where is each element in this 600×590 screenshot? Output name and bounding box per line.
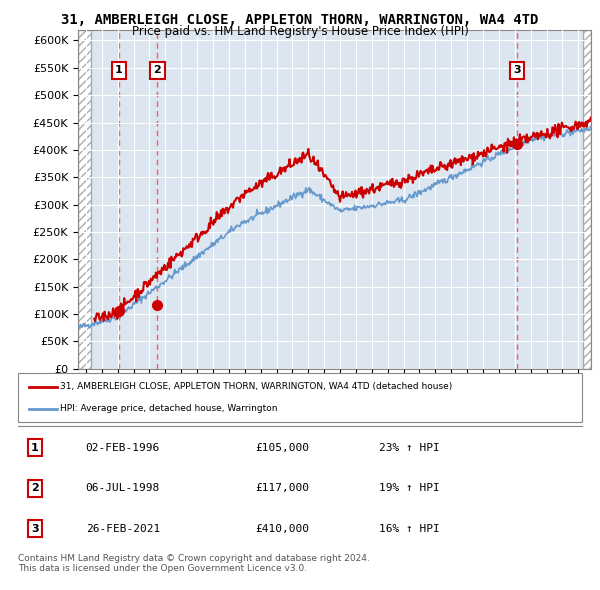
- Text: 3: 3: [31, 524, 39, 534]
- Text: £105,000: £105,000: [255, 442, 309, 453]
- Text: 2: 2: [154, 65, 161, 75]
- Text: 1: 1: [115, 65, 123, 75]
- Text: 16% ↑ HPI: 16% ↑ HPI: [379, 524, 440, 534]
- Bar: [583, 30, 591, 369]
- Text: 19% ↑ HPI: 19% ↑ HPI: [379, 483, 440, 493]
- Text: £410,000: £410,000: [255, 524, 309, 534]
- Text: Contains HM Land Registry data © Crown copyright and database right 2024.
This d: Contains HM Land Registry data © Crown c…: [18, 554, 370, 573]
- Text: 26-FEB-2021: 26-FEB-2021: [86, 524, 160, 534]
- Text: 31, AMBERLEIGH CLOSE, APPLETON THORN, WARRINGTON, WA4 4TD: 31, AMBERLEIGH CLOSE, APPLETON THORN, WA…: [61, 13, 539, 27]
- Text: 02-FEB-1996: 02-FEB-1996: [86, 442, 160, 453]
- Text: 2: 2: [31, 483, 39, 493]
- Text: 23% ↑ HPI: 23% ↑ HPI: [379, 442, 440, 453]
- Text: £117,000: £117,000: [255, 483, 309, 493]
- Text: 1: 1: [31, 442, 39, 453]
- Text: Price paid vs. HM Land Registry's House Price Index (HPI): Price paid vs. HM Land Registry's House …: [131, 25, 469, 38]
- FancyBboxPatch shape: [18, 373, 582, 422]
- Text: HPI: Average price, detached house, Warrington: HPI: Average price, detached house, Warr…: [60, 404, 278, 413]
- Text: 06-JUL-1998: 06-JUL-1998: [86, 483, 160, 493]
- Text: 3: 3: [514, 65, 521, 75]
- Text: 31, AMBERLEIGH CLOSE, APPLETON THORN, WARRINGTON, WA4 4TD (detached house): 31, AMBERLEIGH CLOSE, APPLETON THORN, WA…: [60, 382, 452, 391]
- Bar: [78, 30, 91, 369]
